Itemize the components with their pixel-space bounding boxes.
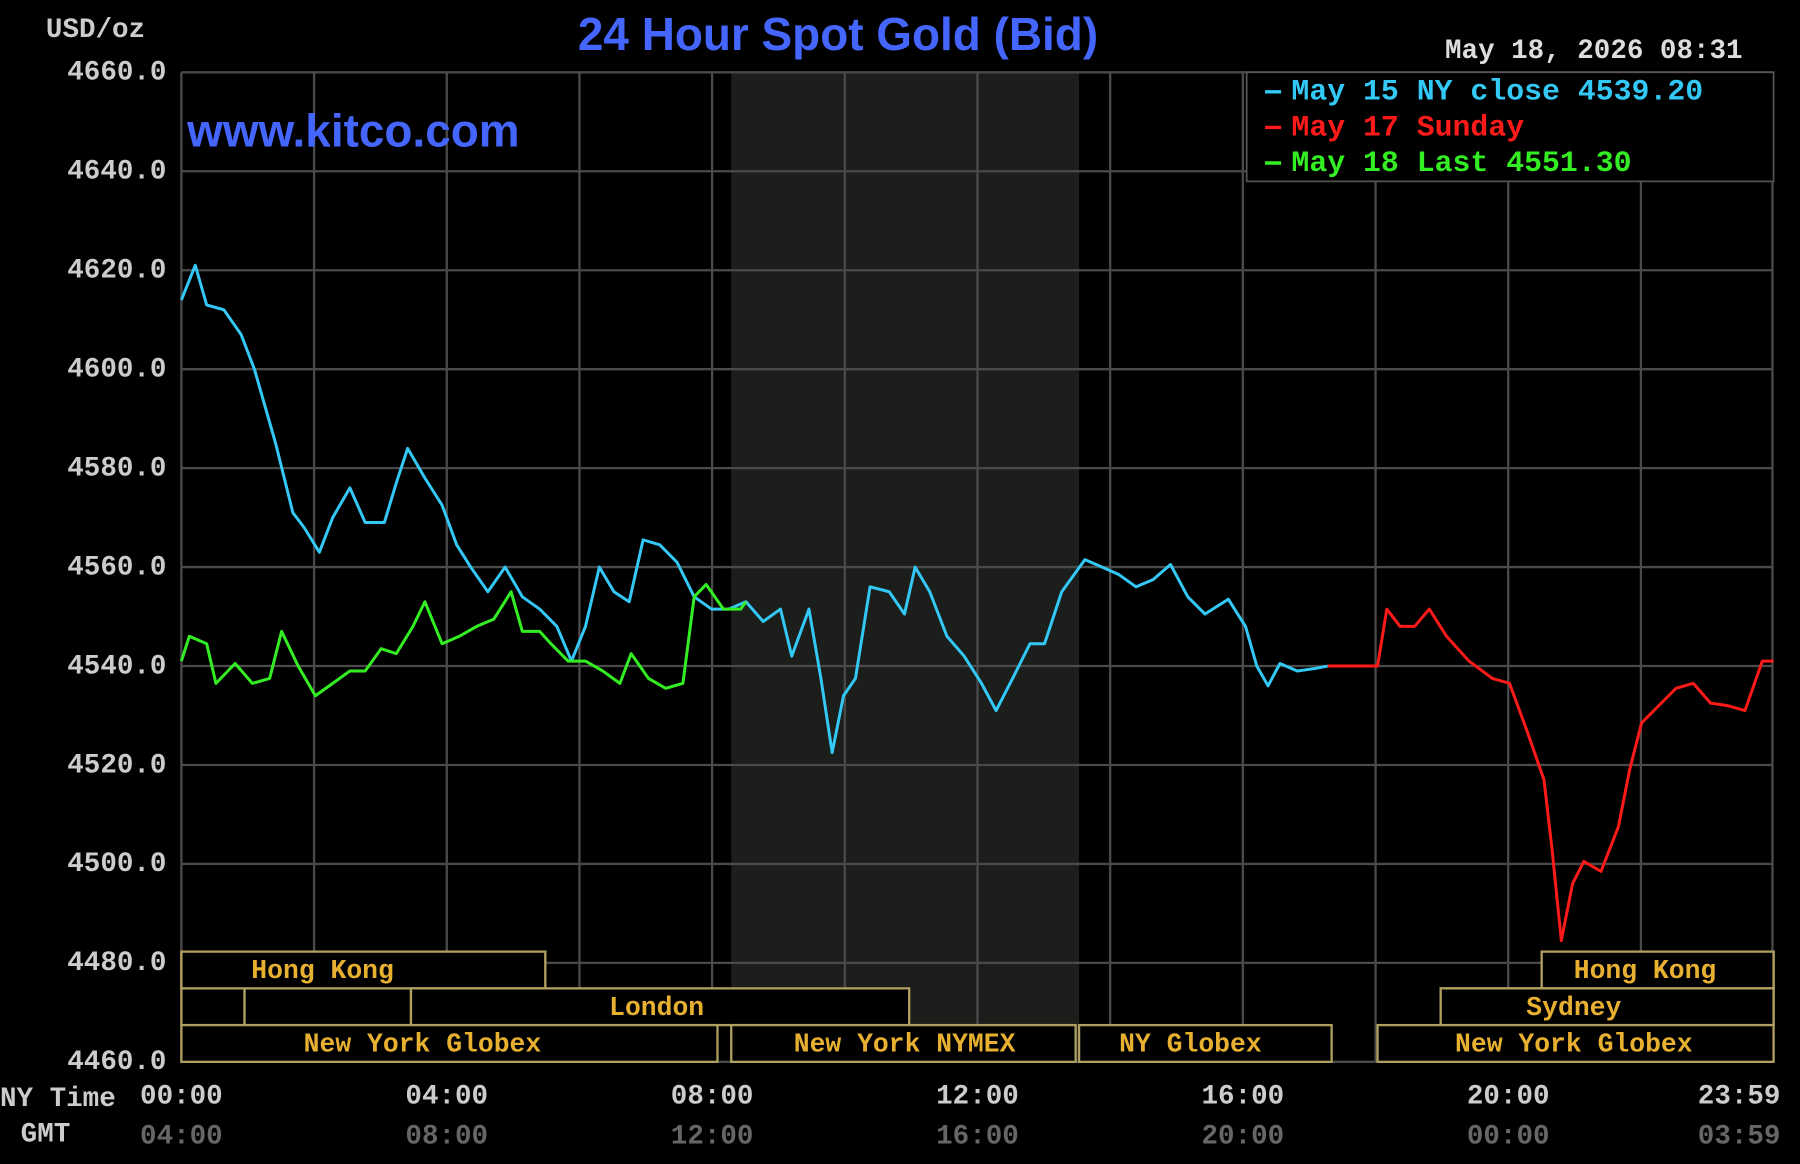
legend-label: May 17 Sunday	[1291, 110, 1524, 144]
x-tick-label: 12:00	[936, 1082, 1019, 1113]
series-line	[180, 263, 1328, 755]
lines	[179, 263, 1774, 943]
session-label: New York Globex	[304, 1030, 542, 1060]
session-label: London	[609, 993, 704, 1023]
legend-label: May 15 NY close 4539.20	[1291, 75, 1703, 109]
x2-tick-label: 20:00	[1202, 1122, 1285, 1153]
session-box	[180, 950, 547, 990]
series-line	[1327, 607, 1774, 943]
session-box	[180, 987, 246, 1027]
y-tick-label: 4540.0	[67, 651, 166, 682]
grid	[180, 71, 1774, 1063]
chart-title: 24 Hour Spot Gold (Bid)	[578, 8, 1098, 60]
y-tick-label: 4480.0	[67, 948, 166, 979]
y-tick-label: 4580.0	[67, 453, 166, 484]
x2-tick-label: 08:00	[405, 1122, 488, 1153]
y-tick-label: 4620.0	[67, 256, 166, 287]
x2-tick-label: 16:00	[936, 1122, 1019, 1153]
y-tick-label: 4460.0	[67, 1047, 166, 1078]
session-label: Hong Kong	[251, 956, 394, 986]
x-tick-label: 20:00	[1467, 1082, 1550, 1113]
session-box	[1376, 1023, 1775, 1063]
y-tick-label: 4500.0	[67, 849, 166, 880]
session-box	[1077, 1023, 1333, 1063]
y-axis-label: USD/oz	[46, 15, 145, 46]
x2-tick-label: 12:00	[671, 1122, 754, 1153]
session-label: New York NYMEX	[794, 1030, 1016, 1060]
x2-tick-label: 03:59	[1698, 1122, 1781, 1153]
y-tick-label: 4560.0	[67, 552, 166, 583]
x2-axis-label: GMT	[21, 1119, 71, 1150]
sessions: Hong Kong London New York Globex New York N…	[180, 950, 1775, 1063]
session-box	[730, 1023, 1077, 1063]
y-tick-label: 4520.0	[67, 750, 166, 781]
y-tick-label: 4600.0	[67, 354, 166, 385]
session-box	[1439, 987, 1775, 1027]
timestamp: May 18, 2026 08:31	[1445, 36, 1743, 67]
labels: 4460.0 4480.0 4500.0 4520.0 4540.0 4560.0 4580…	[67, 58, 1780, 1153]
x-tick-label: 23:59	[1698, 1082, 1781, 1113]
session-box	[243, 987, 413, 1027]
legend-label: May 18 Last 4551.30	[1291, 146, 1631, 180]
x2-tick-label: 04:00	[140, 1122, 223, 1153]
session-box	[1540, 950, 1775, 990]
session-label: New York Globex	[1455, 1030, 1693, 1060]
session-label: Sydney	[1526, 993, 1621, 1023]
legend-box	[1245, 71, 1775, 183]
watermark: www.kitco.com	[186, 104, 519, 156]
y-tick-label: 4640.0	[67, 157, 166, 188]
x-tick-label: 04:00	[405, 1082, 488, 1113]
y-tick-label: 4660.0	[67, 58, 166, 89]
series-line	[179, 582, 748, 698]
session-label: Hong Kong	[1574, 956, 1717, 986]
x-tick-label: 00:00	[140, 1082, 223, 1113]
session-box	[180, 1023, 719, 1063]
session-label: NY Globex	[1119, 1030, 1262, 1060]
x2-tick-label: 00:00	[1467, 1122, 1550, 1153]
x-tick-label: 16:00	[1202, 1082, 1285, 1113]
x-axis-label: NY Time	[0, 1084, 116, 1115]
x-tick-label: 08:00	[671, 1082, 754, 1113]
